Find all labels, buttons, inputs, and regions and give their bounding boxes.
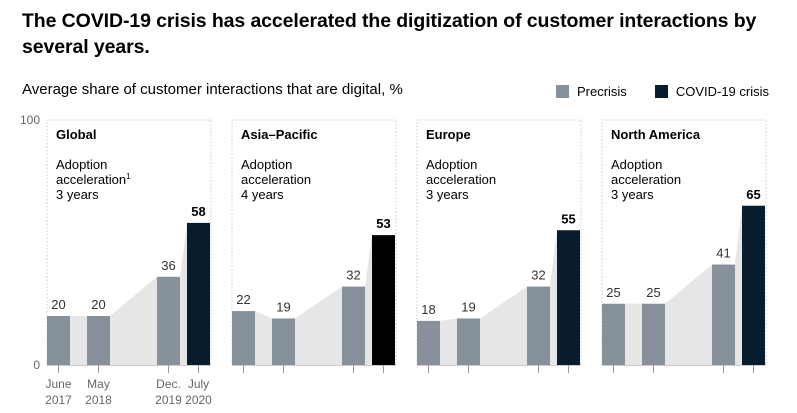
panel-note-line-europe-2: 3 years bbox=[426, 187, 469, 202]
chart-headline: The COVID-19 crisis has accelerated the … bbox=[22, 10, 757, 58]
legend: Precrisis COVID-19 crisis bbox=[528, 84, 769, 99]
panel-note-line-global-0: Adoption bbox=[56, 157, 107, 172]
bar-europe-3 bbox=[557, 230, 580, 365]
bar-asia-pacific-0 bbox=[232, 311, 255, 365]
x-category-label-3-0: July bbox=[188, 377, 209, 391]
trend-area-north-america bbox=[602, 205, 765, 365]
bar-north-america-1 bbox=[642, 303, 665, 365]
panel-title-global: Global bbox=[56, 127, 96, 142]
panel-title-asia-pacific: Asia–Pacific bbox=[241, 127, 318, 142]
panel-note-line-north-america-1: acceleration bbox=[611, 172, 681, 187]
legend-label-precrisis: Precrisis bbox=[576, 84, 627, 99]
bar-global-2 bbox=[157, 276, 180, 365]
subtitle-text: Average share of customer interactions t… bbox=[22, 81, 386, 98]
data-label-asia-pacific-1: 19 bbox=[276, 299, 290, 314]
legend-item-precrisis: Precrisis bbox=[555, 84, 627, 99]
data-label-asia-pacific-0: 22 bbox=[236, 292, 250, 307]
data-label-europe-3: 55 bbox=[561, 211, 575, 226]
data-label-europe-2: 32 bbox=[531, 268, 545, 283]
bar-north-america-0 bbox=[602, 303, 625, 365]
panel-title-north-america: North America bbox=[611, 127, 701, 142]
panel-note-line-asia-pacific-1: acceleration bbox=[241, 172, 311, 187]
bar-north-america-2 bbox=[712, 264, 735, 365]
data-label-asia-pacific-2: 32 bbox=[346, 268, 360, 283]
panel-frame-europe bbox=[416, 119, 582, 365]
bar-north-america-3 bbox=[742, 205, 765, 365]
bar-europe-1 bbox=[457, 318, 480, 365]
legend-label-covid: COVID-19 crisis bbox=[675, 84, 769, 99]
data-label-europe-1: 19 bbox=[461, 299, 475, 314]
x-category-label-2-1: 2019 bbox=[155, 393, 182, 407]
data-label-north-america-1: 25 bbox=[646, 285, 660, 300]
panel-frame-north-america bbox=[601, 119, 767, 365]
data-label-global-1: 20 bbox=[91, 297, 105, 312]
x-category-label-1-1: 2018 bbox=[85, 393, 112, 407]
panel-frame-global bbox=[46, 119, 212, 365]
chart-subtitle: Average share of customer interactions t… bbox=[22, 81, 403, 98]
data-label-global-3: 58 bbox=[191, 204, 205, 219]
data-label-north-america-2: 41 bbox=[716, 246, 730, 261]
data-label-north-america-0: 25 bbox=[606, 285, 620, 300]
panel-note-line-europe-0: Adoption bbox=[426, 157, 477, 172]
panel-note-line-europe-1: acceleration bbox=[426, 172, 496, 187]
panel-note-line-north-america-0: Adoption bbox=[611, 157, 662, 172]
x-category-label-2-0: Dec. bbox=[156, 377, 181, 391]
data-label-asia-pacific-3: 53 bbox=[376, 216, 390, 231]
legend-swatch-precrisis bbox=[555, 85, 569, 98]
panel-note-line-global-1: acceleration1 bbox=[56, 172, 131, 187]
bar-europe-2 bbox=[527, 286, 550, 365]
panel-note-line-asia-pacific-0: Adoption bbox=[241, 157, 292, 172]
y-tick-label-0: 0 bbox=[33, 358, 40, 372]
panel-note-line-global-2: 3 years bbox=[56, 187, 99, 202]
footnote-marker: 1 bbox=[126, 172, 131, 181]
legend-item-covid: COVID-19 crisis bbox=[654, 84, 769, 99]
legend-swatch-covid bbox=[654, 85, 668, 98]
x-category-label-3-1: 2020 bbox=[185, 393, 212, 407]
bar-global-1 bbox=[87, 316, 110, 365]
data-label-global-2: 36 bbox=[161, 258, 175, 273]
trend-area-asia-pacific bbox=[232, 235, 395, 365]
bar-asia-pacific-1 bbox=[272, 318, 295, 365]
bar-global-0 bbox=[47, 316, 70, 365]
data-label-europe-0: 18 bbox=[421, 302, 435, 317]
x-category-label-0-1: 2017 bbox=[45, 393, 72, 407]
trend-area-europe bbox=[417, 230, 580, 365]
subtitle-unit: % bbox=[389, 81, 403, 98]
panel-title-europe: Europe bbox=[426, 127, 471, 142]
x-category-label-0-0: June bbox=[45, 377, 71, 391]
panel-note-line-asia-pacific-2: 4 years bbox=[241, 187, 284, 202]
x-category-label-1-0: May bbox=[87, 377, 110, 391]
bar-asia-pacific-3 bbox=[372, 235, 395, 365]
trend-area-global bbox=[47, 222, 210, 365]
data-label-global-0: 20 bbox=[51, 297, 65, 312]
bar-europe-0 bbox=[417, 320, 440, 365]
bar-asia-pacific-2 bbox=[342, 286, 365, 365]
panel-frame-asia-pacific bbox=[231, 119, 397, 365]
data-label-north-america-3: 65 bbox=[746, 187, 760, 202]
bar-global-3 bbox=[187, 222, 210, 365]
panel-note-line-north-america-2: 3 years bbox=[611, 187, 654, 202]
y-tick-label-100: 100 bbox=[20, 113, 40, 127]
